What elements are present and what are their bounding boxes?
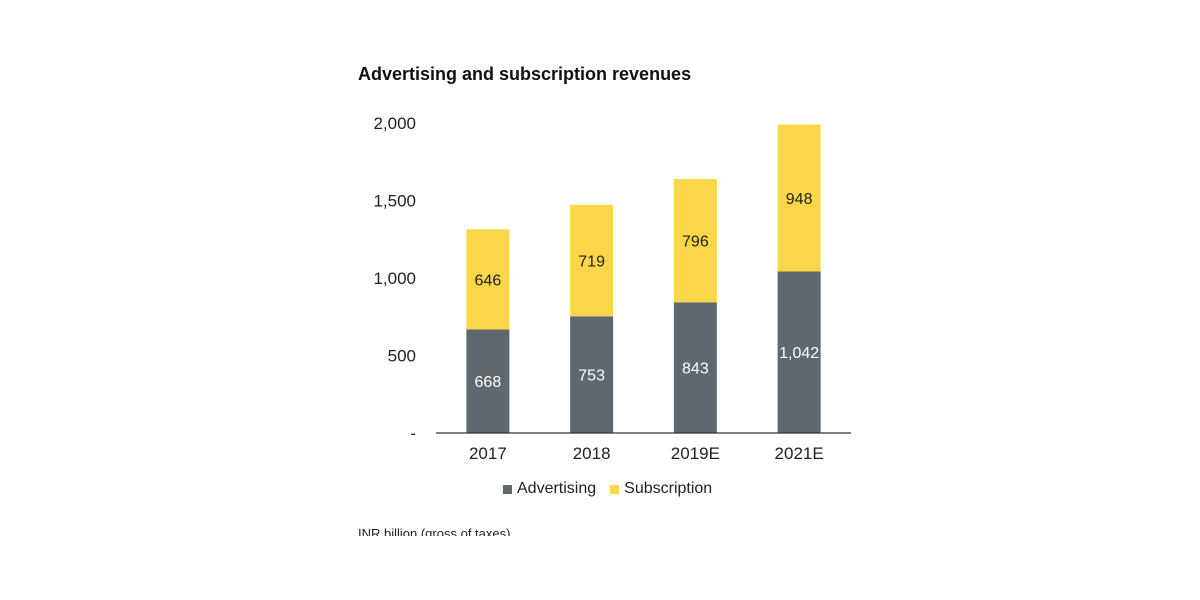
x-tick-label: 2018 — [573, 444, 611, 463]
data-label-advertising: 843 — [682, 361, 709, 378]
chart-footnote: INR billion (gross of taxes) — [358, 526, 511, 536]
data-label-subscription: 719 — [578, 254, 605, 271]
bar-advertising — [570, 316, 614, 433]
chart-title: Advertising and subscription revenues — [358, 64, 692, 84]
legend: Advertising Subscription — [503, 480, 712, 498]
x-tick-label: 2021E — [775, 444, 824, 463]
bar-stacks: 668 646 753 719 843 796 1,042 948 — [466, 124, 821, 433]
y-axis-ticks: - 500 1,000 1,500 2,000 — [373, 114, 416, 443]
x-tick-label: 2017 — [469, 444, 507, 463]
bar-advertising — [673, 302, 717, 433]
y-tick-label: 2,000 — [373, 114, 416, 133]
bar-subscription — [466, 229, 510, 330]
y-tick-label: 500 — [388, 347, 416, 366]
bar-subscription — [673, 178, 717, 303]
data-label-advertising: 668 — [475, 374, 502, 391]
data-label-advertising: 753 — [578, 368, 605, 385]
data-label-subscription: 646 — [475, 272, 502, 289]
legend-item-subscription: Subscription — [610, 480, 712, 498]
data-label-advertising: 1,042 — [779, 345, 819, 362]
legend-item-advertising: Advertising — [503, 480, 596, 498]
legend-label-subscription: Subscription — [624, 480, 713, 497]
x-tick-label: 2019E — [671, 444, 720, 463]
legend-swatch-subscription — [610, 484, 620, 494]
y-tick-label: 1,500 — [373, 192, 416, 211]
bar-subscription — [570, 204, 614, 317]
bar-subscription — [777, 124, 821, 272]
bar-advertising — [777, 271, 821, 433]
data-label-subscription: 948 — [786, 191, 813, 208]
legend-label-advertising: Advertising — [517, 480, 597, 497]
y-tick-label: - — [410, 424, 416, 443]
y-tick-label: 1,000 — [373, 269, 416, 288]
legend-swatch-advertising — [503, 484, 512, 494]
bar-advertising — [466, 329, 510, 433]
data-label-subscription: 796 — [682, 234, 709, 251]
x-axis-ticks: 2017 2018 2019E 2021E — [469, 444, 824, 463]
